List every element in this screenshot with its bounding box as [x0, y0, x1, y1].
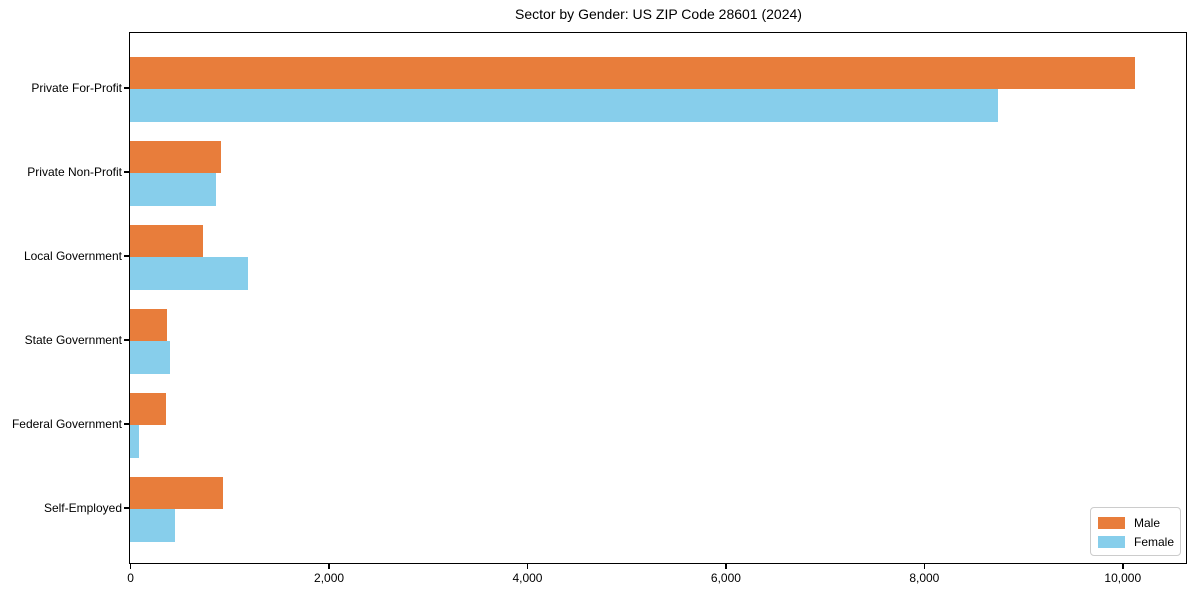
- bar-male-local-government: [130, 224, 204, 257]
- bar-male-state-government: [130, 308, 167, 341]
- x-tick-label-2: 4,000: [512, 571, 543, 585]
- x-tick-mark: [328, 564, 330, 569]
- x-tick-label-3: 6,000: [710, 571, 741, 585]
- x-tick-label-1: 2,000: [314, 571, 345, 585]
- legend-item-male: Male: [1098, 514, 1173, 532]
- x-tick-mark: [129, 564, 132, 569]
- x-tick-mark: [923, 564, 926, 569]
- bar-female-federal-government: [130, 425, 139, 458]
- plot-area: [129, 32, 1187, 564]
- male-legend-swatch: [1098, 517, 1125, 529]
- female-legend-swatch: [1098, 536, 1125, 548]
- x-tick-mark: [1121, 564, 1124, 569]
- y-tick-label-2: Local Government: [23, 249, 122, 263]
- y-tick-label-3: State Government: [24, 333, 122, 347]
- legend-item-female: Female: [1098, 533, 1175, 551]
- bar-female-self-employed: [130, 509, 176, 542]
- bar-male-private-non-profit: [130, 140, 221, 173]
- x-tick-label-4: 8,000: [909, 571, 940, 585]
- legend: Male Female: [1090, 507, 1181, 556]
- y-tick-label-4: Federal Government: [11, 417, 122, 431]
- y-tick-label-1: Private Non-Profit: [27, 165, 122, 179]
- bar-female-private-for-profit: [130, 89, 998, 122]
- bar-female-local-government: [130, 257, 249, 290]
- y-tick-mark: [124, 507, 129, 509]
- bar-male-self-employed: [130, 476, 224, 509]
- bar-female-private-non-profit: [130, 173, 216, 206]
- y-tick-label-5: Self-Employed: [43, 501, 122, 515]
- chart-title: Sector by Gender: US ZIP Code 28601 (202…: [515, 6, 802, 22]
- y-tick-mark: [124, 87, 129, 89]
- bar-male-private-for-profit: [130, 56, 1135, 89]
- x-tick-label-0: 0: [127, 571, 134, 585]
- bar-male-federal-government: [130, 392, 167, 425]
- x-tick-mark: [725, 564, 727, 569]
- bar-female-state-government: [130, 341, 171, 374]
- male-legend-label: Male: [1134, 516, 1161, 530]
- y-tick-mark: [124, 423, 129, 425]
- y-tick-label-0: Private For-Profit: [31, 81, 122, 95]
- y-tick-mark: [124, 255, 129, 257]
- x-tick-label-5: 10,000: [1104, 571, 1142, 585]
- female-legend-label: Female: [1134, 535, 1175, 549]
- x-tick-mark: [526, 564, 529, 569]
- bars-layer: [130, 33, 1186, 563]
- y-tick-mark: [124, 171, 129, 173]
- y-tick-mark: [124, 339, 129, 341]
